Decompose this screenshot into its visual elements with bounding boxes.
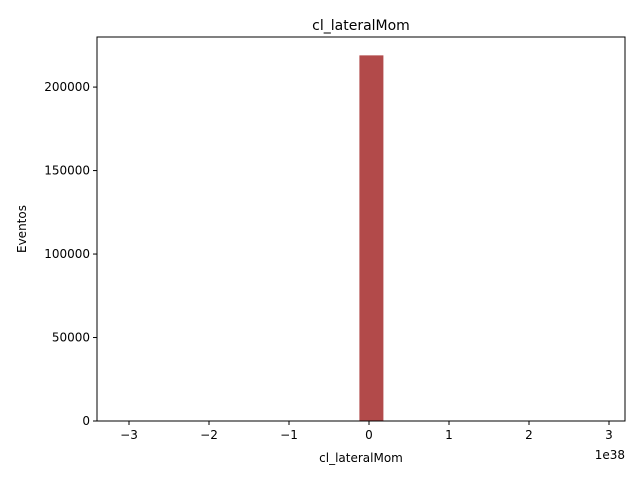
- x-tick-label: −2: [200, 428, 218, 442]
- y-tick-label: 0: [82, 414, 90, 428]
- x-tick-label: 3: [605, 428, 613, 442]
- x-offset-label: 1e38: [595, 448, 625, 462]
- y-tick-label: 100000: [44, 247, 90, 261]
- y-tick-label: 200000: [44, 80, 90, 94]
- x-axis-label: cl_lateralMom: [319, 451, 403, 465]
- y-axis: 0 50000 100000 150000 200000: [44, 80, 97, 428]
- x-axis: −3 −2 −1 0 1 2 3: [120, 421, 613, 442]
- axes-frame: [96, 36, 626, 422]
- chart-title: cl_lateralMom: [312, 18, 410, 34]
- y-tick-label: 150000: [44, 164, 90, 178]
- x-tick-label: −1: [280, 428, 298, 442]
- x-tick-label: −3: [120, 428, 138, 442]
- plot-area: [359, 55, 384, 421]
- y-axis-label: Eventos: [15, 205, 29, 253]
- x-tick-label: 1: [445, 428, 453, 442]
- x-tick-label: 2: [525, 428, 533, 442]
- x-tick-label: 0: [365, 428, 373, 442]
- y-tick-label: 50000: [52, 331, 90, 345]
- histogram-bar: [359, 55, 384, 421]
